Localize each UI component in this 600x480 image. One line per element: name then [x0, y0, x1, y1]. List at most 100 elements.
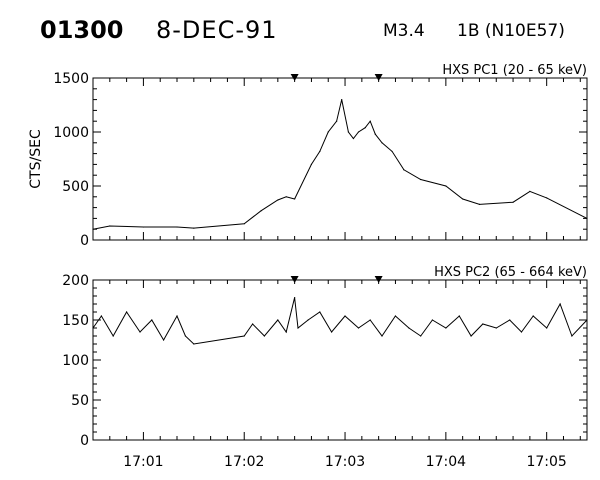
data-point [176, 226, 178, 228]
data-point [151, 319, 153, 321]
data-point [263, 335, 265, 337]
data-point [139, 331, 141, 333]
data-point [532, 315, 534, 317]
x-tick-label: 17:05 [526, 454, 566, 470]
data-point [193, 227, 195, 229]
plot-frame-2 [92, 279, 588, 441]
data-point [285, 196, 287, 198]
data-point [294, 198, 296, 200]
data-point [357, 327, 360, 329]
x-tick-label: 17:04 [426, 454, 466, 470]
y-axis-label: CTS/SEC [28, 129, 44, 189]
y-tick-label: 1000 [53, 125, 89, 141]
data-point [347, 131, 350, 133]
data-point [458, 315, 460, 317]
data-point [403, 169, 405, 171]
data-point [341, 99, 343, 101]
data-point [512, 201, 514, 203]
data-point [330, 331, 333, 333]
data-point [369, 120, 371, 122]
x-tick-label: 17:01 [123, 454, 163, 470]
data-point [243, 223, 245, 225]
data-point [408, 327, 410, 329]
series-line-1 [92, 99, 588, 230]
data-point [509, 319, 511, 321]
data-point [307, 319, 309, 321]
data-point [285, 331, 287, 333]
flare-location: 1B (N10E57) [457, 21, 565, 41]
data-point [482, 323, 484, 325]
data-point [546, 327, 548, 329]
data-point [391, 150, 393, 153]
event-id: 01300 [40, 16, 124, 44]
data-point [571, 335, 573, 337]
data-point [495, 327, 497, 329]
data-point [420, 178, 422, 181]
data-point [277, 199, 279, 201]
y-tick-label: 100 [62, 353, 89, 369]
data-point [327, 131, 329, 133]
data-point [319, 311, 321, 313]
data-point [297, 327, 299, 329]
data-point [445, 327, 447, 329]
data-point [294, 297, 296, 299]
plot-frame-1 [92, 77, 588, 241]
data-point [381, 335, 383, 337]
data-point [319, 150, 321, 153]
data-point [586, 217, 588, 219]
data-point [162, 339, 165, 341]
data-point [100, 315, 103, 317]
data-point [369, 319, 371, 321]
data-point [529, 190, 531, 192]
data-point [357, 131, 360, 133]
data-point [243, 335, 245, 337]
time-marker [374, 74, 383, 81]
data-point [109, 225, 111, 227]
data-point [586, 319, 588, 321]
data-point [92, 228, 94, 230]
y-tick-label: 0 [80, 233, 89, 249]
data-point [546, 197, 548, 199]
y-tick-label: 500 [62, 179, 89, 195]
y-tick-label: 0 [80, 433, 89, 449]
data-point [520, 331, 523, 333]
data-point [559, 303, 561, 305]
data-point [445, 185, 447, 187]
panel-title: HXS PC2 (65 - 664 keV) [434, 265, 587, 280]
y-tick-label: 150 [62, 313, 89, 329]
data-point [310, 163, 313, 165]
data-point [364, 127, 366, 129]
data-point [352, 137, 355, 140]
data-point [252, 323, 254, 325]
data-point [420, 335, 422, 337]
series-line-2 [92, 297, 588, 345]
event-date: 8-DEC-91 [156, 16, 278, 44]
y-tick-label: 50 [71, 393, 89, 409]
flare-class: M3.4 [383, 21, 425, 41]
time-marker [374, 276, 383, 283]
data-point [184, 335, 187, 337]
data-point [462, 198, 464, 200]
time-marker [290, 74, 299, 81]
x-tick-label: 17:02 [224, 454, 264, 470]
time-marker [290, 276, 299, 283]
y-tick-label: 200 [62, 273, 89, 289]
data-point [431, 319, 434, 321]
data-point [193, 343, 195, 345]
data-point [344, 315, 346, 317]
data-point [277, 319, 279, 321]
data-point [142, 226, 145, 228]
x-tick-label: 17:03 [325, 454, 365, 470]
y-tick-label: 1500 [53, 71, 89, 87]
data-point [374, 133, 376, 135]
data-point [394, 315, 397, 317]
data-point [470, 335, 472, 337]
data-point [92, 327, 94, 329]
data-point [478, 203, 481, 205]
data-point [126, 311, 128, 313]
data-point [260, 210, 262, 212]
panel-title: HXS PC1 (20 - 65 keV) [442, 63, 587, 78]
data-point [176, 315, 178, 317]
data-point [381, 142, 383, 144]
